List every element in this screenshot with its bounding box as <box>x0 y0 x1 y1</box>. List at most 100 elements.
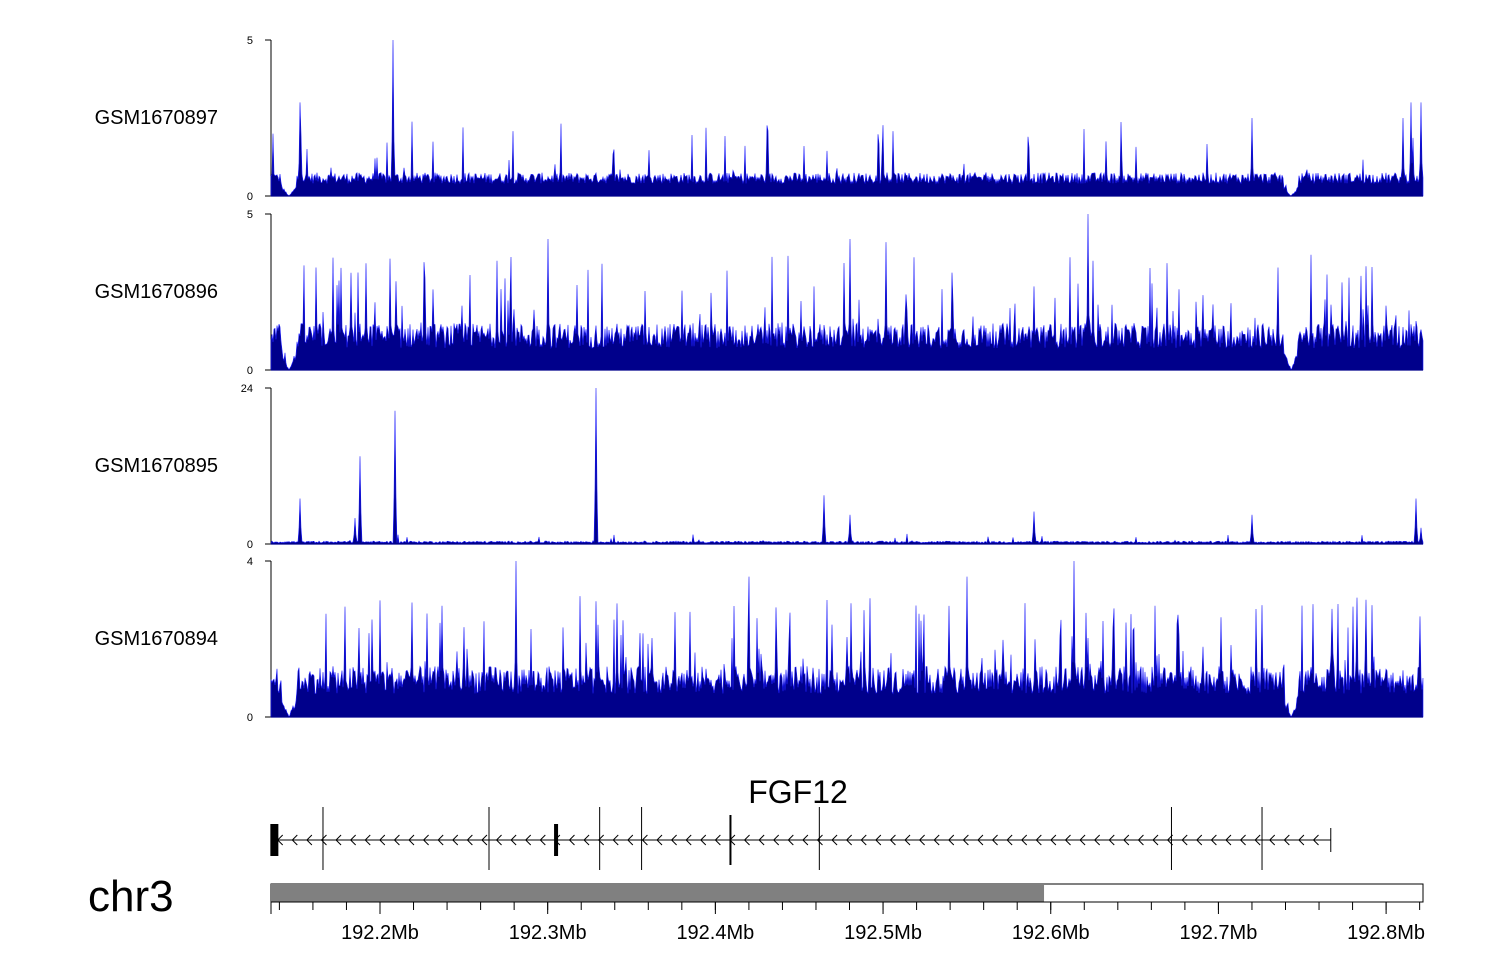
strand-arrow <box>685 834 692 846</box>
strand-arrow <box>1298 834 1305 846</box>
strand-arrow <box>641 834 648 846</box>
strand-arrow <box>1196 834 1203 846</box>
y-tick-label-max: 4 <box>247 556 253 568</box>
strand-arrow <box>656 834 663 846</box>
strand-arrow <box>525 834 532 846</box>
strand-arrow <box>860 834 867 846</box>
strand-arrow <box>349 834 357 846</box>
strand-arrow <box>787 834 794 846</box>
strand-arrow <box>539 834 546 846</box>
strand-arrow <box>933 834 940 846</box>
strand-arrow <box>510 834 517 846</box>
axis-tick-label: 192.6Mb <box>1012 922 1090 944</box>
strand-arrow <box>1269 834 1276 846</box>
y-tick-label-min: 0 <box>247 365 253 377</box>
y-tick-label-max: 5 <box>247 35 253 47</box>
y-tick-label-max: 5 <box>247 209 253 221</box>
axis-tick-label: 192.2Mb <box>341 922 419 944</box>
gene-exon <box>554 824 559 856</box>
strand-arrow <box>422 834 429 846</box>
axis-tick-label: 192.8Mb <box>1347 922 1425 944</box>
strand-arrow <box>904 834 911 846</box>
strand-arrow <box>816 834 823 846</box>
strand-arrow <box>875 834 882 846</box>
gene-name-label: FGF12 <box>748 774 848 810</box>
strand-arrow <box>991 834 998 846</box>
strand-arrow <box>845 834 853 846</box>
strand-arrow <box>831 834 838 846</box>
y-tick-label-min: 0 <box>247 539 253 551</box>
strand-arrow <box>554 834 561 846</box>
strand-arrow <box>612 834 619 846</box>
axis-tick-label: 192.5Mb <box>844 922 922 944</box>
track-gsm1670894: GSM1670894 4 0 <box>95 556 1424 724</box>
gene-exon <box>270 824 279 856</box>
strand-arrow <box>670 834 677 846</box>
strand-arrow <box>393 834 400 846</box>
axis-tick-label: 192.4Mb <box>676 922 754 944</box>
strand-arrow <box>437 834 444 846</box>
strand-arrow <box>1152 834 1159 846</box>
genomic-coordinate-axis: 192.2Mb 192.3Mb 192.4Mb 192.5Mb 192.6Mb 192.7… <box>270 901 1425 944</box>
strand-arrow <box>1123 834 1130 846</box>
strand-arrow <box>1064 834 1071 846</box>
strand-arrow <box>1006 834 1013 846</box>
strand-arrow <box>1079 834 1086 846</box>
strand-arrow <box>1239 834 1246 846</box>
strand-arrow <box>729 834 736 846</box>
strand-arrow <box>276 834 284 846</box>
track-gsm1670896: GSM1670896 5 0 <box>95 209 1424 377</box>
strand-arrow <box>1210 834 1217 846</box>
strand-arrow <box>452 834 459 846</box>
strand-arrow <box>627 834 634 846</box>
track-label: GSM1670895 <box>95 455 218 477</box>
signal-area <box>270 39 1424 197</box>
y-tick-label-min: 0 <box>247 712 253 724</box>
strand-arrow <box>1050 834 1057 846</box>
strand-arrow <box>1225 834 1232 846</box>
strand-arrow <box>1137 834 1144 846</box>
track-label: GSM1670897 <box>95 107 218 129</box>
track-label: GSM1670896 <box>95 281 218 303</box>
strand-arrow <box>1108 834 1115 846</box>
strand-arrow <box>408 834 415 846</box>
strand-arrow <box>977 834 984 846</box>
strand-arrow <box>700 834 707 846</box>
strand-arrow <box>568 834 575 846</box>
strand-arrow <box>306 834 313 846</box>
strand-arrow <box>948 834 955 846</box>
strand-arrow <box>714 834 721 846</box>
strand-arrow <box>1254 834 1261 846</box>
track-label: GSM1670894 <box>95 628 218 650</box>
signal-tracks: GSM167089750GSM167089650GSM1670895240GSM… <box>95 35 1424 724</box>
strand-arrow <box>597 834 605 846</box>
axis-tick-label: 192.7Mb <box>1180 922 1258 944</box>
strand-arrow <box>1166 834 1173 846</box>
strand-arrow <box>743 834 750 846</box>
strand-arrow <box>335 834 342 846</box>
strand-arrow <box>1093 834 1101 846</box>
signal-area <box>270 387 1424 545</box>
track-gsm1670897: GSM1670897 5 0 <box>95 35 1424 203</box>
strand-arrow <box>1283 834 1290 846</box>
chromosome-label: chr3 <box>88 872 174 921</box>
strand-arrow <box>1312 834 1319 846</box>
strand-arrow <box>1181 834 1188 846</box>
chromosome-ideogram: chr3 <box>88 872 1424 921</box>
strand-arrow <box>802 834 809 846</box>
strand-arrow <box>466 834 473 846</box>
strand-arrow <box>481 834 488 846</box>
y-tick-label-min: 0 <box>247 191 253 203</box>
strand-arrow <box>889 834 896 846</box>
strand-arrow <box>918 834 925 846</box>
strand-arrow <box>1021 834 1028 846</box>
strand-arrow <box>773 834 780 846</box>
axis-tick-label: 192.3Mb <box>509 922 587 944</box>
strand-arrow <box>962 834 969 846</box>
strand-arrow <box>379 834 386 846</box>
strand-arrow <box>495 834 502 846</box>
strand-arrow <box>583 834 590 846</box>
strand-arrow <box>320 834 327 846</box>
strand-arrow <box>1035 834 1042 846</box>
